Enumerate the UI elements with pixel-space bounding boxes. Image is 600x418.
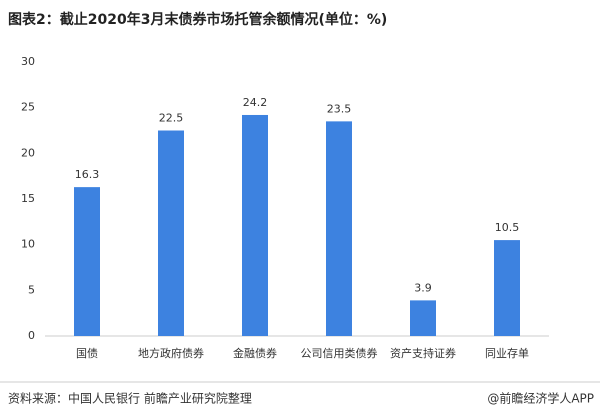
value-label: 3.9 [414, 281, 432, 294]
y-tick-label: 25 [21, 101, 35, 114]
value-label: 16.3 [75, 168, 100, 181]
x-tick-label: 资产支持证券 [390, 346, 456, 360]
x-tick-label: 同业存单 [485, 346, 529, 360]
y-tick-label: 20 [21, 146, 35, 159]
y-tick-label: 5 [28, 283, 35, 296]
value-label: 22.5 [159, 112, 184, 125]
bar [158, 130, 184, 336]
chart-title: 图表2：截止2020年3月末债券市场托管余额情况(单位：%) [8, 11, 387, 28]
bar [494, 240, 520, 336]
x-tick-label: 地方政府债券 [138, 346, 204, 360]
source: 资料来源：中国人民银行 前瞻产业研究院整理 [8, 391, 252, 406]
x-tick-label: 金融债券 [233, 346, 277, 360]
credit: @前瞻经济学人APP [487, 391, 594, 406]
y-tick-label: 10 [21, 238, 35, 251]
bar [74, 187, 100, 336]
value-label: 24.2 [243, 96, 268, 109]
bar [242, 114, 268, 337]
y-tick-label: 15 [21, 192, 35, 205]
value-label: 23.5 [327, 102, 352, 115]
bar [326, 121, 352, 336]
x-tick-label: 国债 [76, 346, 98, 360]
y-tick-label: 0 [28, 329, 35, 342]
y-tick-label: 30 [21, 55, 35, 68]
bar [410, 300, 436, 336]
value-label: 10.5 [495, 221, 520, 234]
x-tick-label: 公司信用类债券 [301, 346, 378, 360]
